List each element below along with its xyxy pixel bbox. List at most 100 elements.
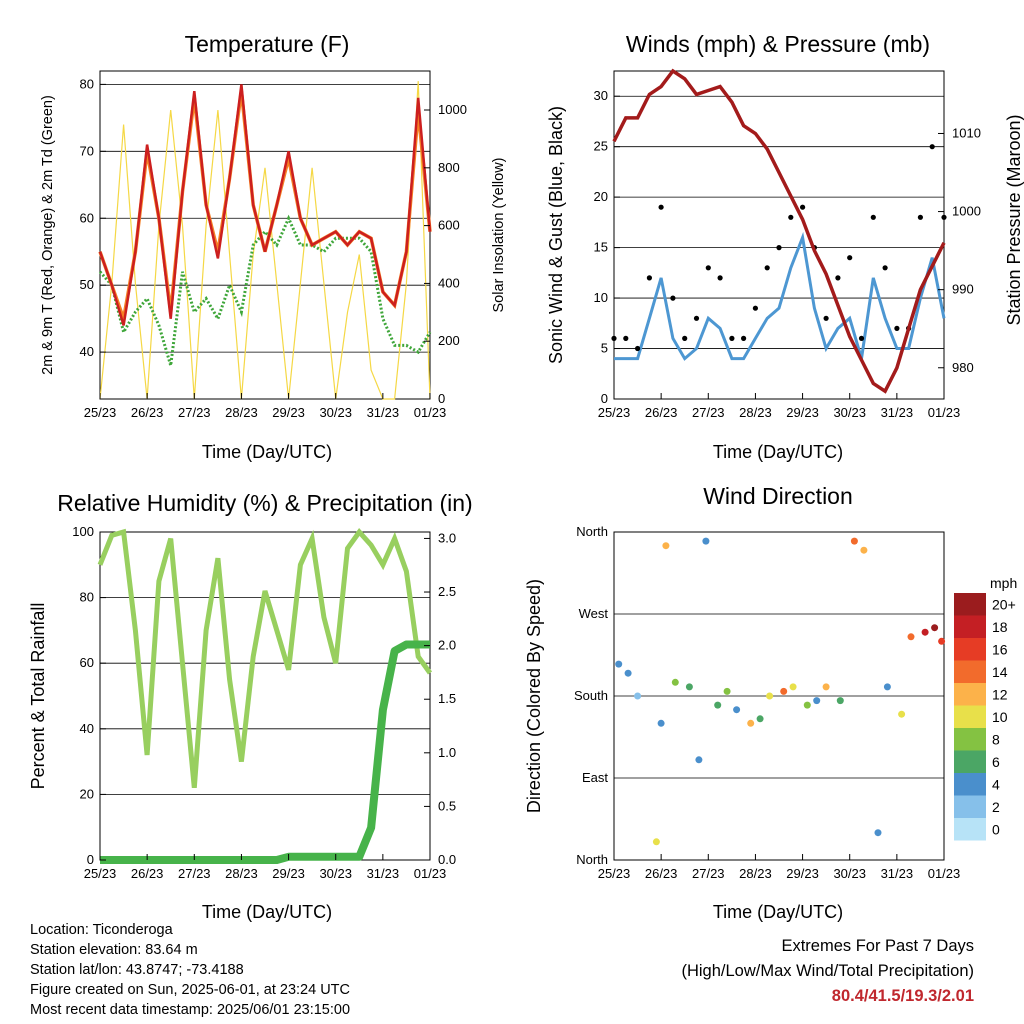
humidity-y-axis-label: Percent & Total Rainfall <box>28 603 48 790</box>
gust-point <box>705 265 711 271</box>
y-tick-label-right: 1.0 <box>438 745 456 760</box>
y-tick-label-right: 600 <box>438 218 460 233</box>
direction-point <box>789 683 797 691</box>
x-tick-label: 26/23 <box>645 405 678 420</box>
legend-swatch <box>954 750 986 773</box>
y-tick-label: 20 <box>80 786 94 801</box>
direction-point <box>813 697 821 705</box>
y-tick-label: South <box>574 688 608 703</box>
y-tick-label: 60 <box>80 655 94 670</box>
y-tick-label: 70 <box>80 143 94 158</box>
x-tick-label: 26/23 <box>645 866 678 881</box>
gust-point <box>623 335 629 341</box>
solar-insolation-line <box>99 81 431 400</box>
dewpoint-line <box>98 214 432 366</box>
winds-y-axis-label: Sonic Wind & Gust (Blue, Black) <box>546 106 566 364</box>
humidity-y-ticks: 0 20 40 60 80 100 <box>72 524 106 867</box>
x-tick-label: 28/23 <box>739 866 772 881</box>
station-info: Location: Ticonderoga Station elevation:… <box>30 920 350 1020</box>
legend-label: 14 <box>992 664 1008 680</box>
humidity-line <box>97 528 433 789</box>
direction-series <box>615 537 946 846</box>
temperature-y-ticks-right: 0 200 400 600 800 1000 <box>424 102 467 406</box>
winds-y-ticks: 0 5 10 15 20 25 30 <box>594 88 620 406</box>
x-tick-label: 01/23 <box>928 866 961 881</box>
legend-swatch <box>954 593 986 616</box>
y-tick-label-right: 1000 <box>438 102 467 117</box>
legend-label: 8 <box>992 731 1000 747</box>
x-tick-label: 31/23 <box>881 866 914 881</box>
gust-point <box>764 265 770 271</box>
legend-swatch <box>954 638 986 661</box>
legend-label: 6 <box>992 754 1000 770</box>
direction-point <box>733 706 741 714</box>
extremes-info: Extremes For Past 7 Days (High/Low/Max W… <box>681 934 974 1009</box>
x-tick-label: 01/23 <box>414 866 447 881</box>
temperature-x-ticks: 25/23 26/23 27/23 28/23 29/23 30/23 31/23 01/23 <box>84 393 446 420</box>
legend-label: 2 <box>992 799 1000 815</box>
x-tick-label: 29/23 <box>272 405 305 420</box>
legend-label: 20+ <box>992 596 1016 612</box>
direction-grid <box>614 531 944 861</box>
y-tick-label: East <box>582 770 608 785</box>
direction-point <box>921 628 929 636</box>
direction-x-ticks: 25/23 26/23 27/23 28/23 29/23 30/23 31/23 01/23 <box>598 854 961 881</box>
gust-point <box>788 214 794 220</box>
x-tick-label: 25/23 <box>84 866 117 881</box>
y-tick-label: West <box>579 606 609 621</box>
direction-point <box>850 537 858 545</box>
y-tick-label: 100 <box>72 524 94 539</box>
direction-point <box>662 542 670 550</box>
winds-x-ticks: 25/23 26/23 27/23 28/23 29/23 30/23 31/23 01/23 <box>598 393 960 420</box>
temperature-y-ticks: 40 50 60 70 80 <box>80 76 106 359</box>
gust-point <box>870 214 876 220</box>
gust-point <box>611 335 617 341</box>
x-tick-label: 31/23 <box>367 866 400 881</box>
temperature-y-axis-label: 2m & 9m T (Red, Orange) & 2m Td (Green) <box>40 95 56 375</box>
x-tick-label: 27/23 <box>692 405 725 420</box>
figure-created: Figure created on Sun, 2025-06-01, at 23… <box>30 982 350 998</box>
y-tick-label-right: 0.5 <box>438 798 456 813</box>
legend-swatch <box>954 773 986 796</box>
humidity-x-ticks: 25/23 26/23 27/23 28/23 29/23 30/23 31/23 01/23 <box>84 854 447 881</box>
winds-y-axis-label-right: Station Pressure (Maroon) <box>1004 114 1024 325</box>
direction-point <box>624 669 632 677</box>
temperature-title: Temperature (F) <box>185 31 350 57</box>
legend-swatch <box>954 795 986 818</box>
gust-point <box>646 275 653 281</box>
extremes-title: Extremes For Past 7 Days <box>781 937 974 955</box>
winds-x-axis-label: Time (Day/UTC) <box>713 442 843 462</box>
legend-label: 10 <box>992 709 1008 725</box>
y-tick-label-right: 0.0 <box>438 852 456 867</box>
gust-point <box>800 204 806 210</box>
x-tick-label: 27/23 <box>178 405 211 420</box>
legend-label: 12 <box>992 686 1008 702</box>
x-tick-label: 30/23 <box>833 405 866 420</box>
direction-point <box>714 701 722 709</box>
gust-point <box>635 345 641 352</box>
y-tick-label: 10 <box>594 290 608 305</box>
gust-point <box>741 335 747 341</box>
y-tick-label-right: 400 <box>438 275 460 290</box>
x-tick-label: 29/23 <box>786 866 819 881</box>
humidity-series <box>97 528 433 864</box>
x-tick-label: 26/23 <box>131 405 164 420</box>
y-tick-label-right: 2.0 <box>438 638 456 653</box>
y-tick-label: 40 <box>80 721 94 736</box>
gust-point <box>752 305 759 311</box>
x-tick-label: 31/23 <box>881 405 914 420</box>
y-tick-label: 0 <box>601 391 608 406</box>
direction-point <box>907 633 915 641</box>
x-tick-label: 31/23 <box>367 405 400 420</box>
x-tick-label: 25/23 <box>598 866 631 881</box>
direction-point <box>883 683 891 691</box>
y-tick-label: 60 <box>80 210 94 225</box>
legend-swatch <box>954 728 986 751</box>
gust-point <box>717 275 723 281</box>
y-tick-label: 80 <box>80 590 94 605</box>
gust-point <box>693 315 700 321</box>
y-tick-label-right: 800 <box>438 160 460 175</box>
y-tick-label-right: 3.0 <box>438 530 456 545</box>
direction-point <box>657 719 665 727</box>
